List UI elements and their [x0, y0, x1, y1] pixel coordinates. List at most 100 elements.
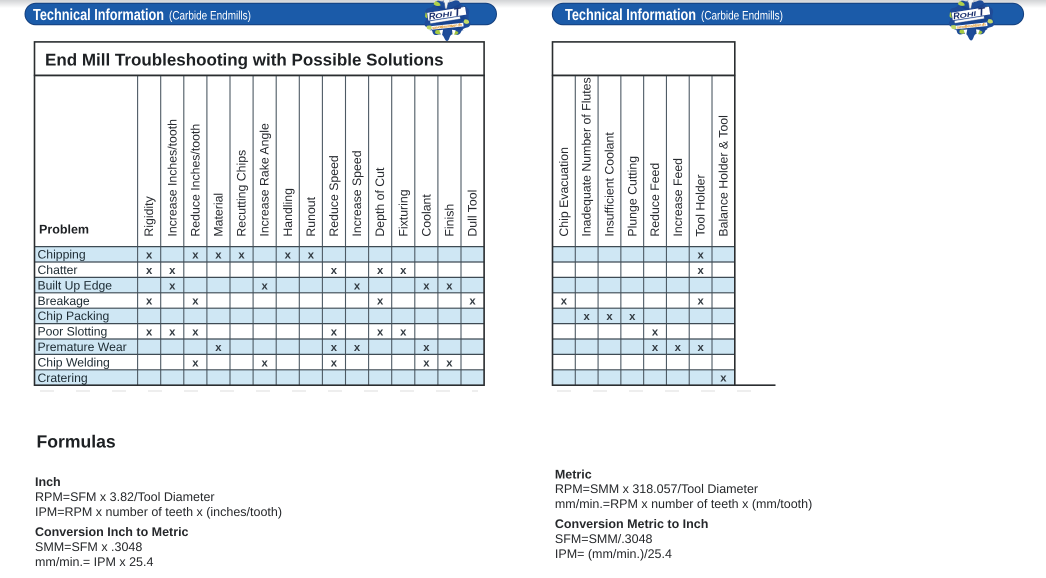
- svg-text:R: R: [952, 10, 961, 22]
- svg-text:End Mill Troubleshooting with: End Mill Troubleshooting with Possible S…: [45, 51, 444, 70]
- svg-text:x: x: [192, 250, 199, 262]
- svg-text:x: x: [377, 327, 384, 339]
- svg-text:x: x: [400, 327, 407, 339]
- svg-text:x: x: [169, 280, 176, 292]
- svg-text:Chip Evacuation: Chip Evacuation: [557, 147, 571, 237]
- svg-text:Coolant: Coolant: [419, 194, 433, 237]
- svg-text:x: x: [262, 357, 269, 369]
- svg-text:SFM=SMM/.3048: SFM=SMM/.3048: [555, 532, 653, 546]
- svg-text:Handling: Handling: [281, 188, 295, 237]
- svg-text:Technical Information: Technical Information: [33, 7, 164, 24]
- svg-text:x: x: [469, 296, 476, 308]
- svg-text:x: x: [331, 342, 338, 354]
- svg-text:Reduce Speed: Reduce Speed: [327, 155, 341, 237]
- svg-text:mm/min.= IPM x 25.4: mm/min.= IPM x 25.4: [35, 555, 153, 569]
- svg-text:x: x: [697, 342, 704, 354]
- svg-text:x: x: [423, 280, 430, 292]
- svg-text:x: x: [285, 250, 292, 262]
- svg-text:Tool Holder: Tool Holder: [694, 174, 708, 236]
- svg-text:x: x: [169, 327, 176, 339]
- svg-text:RPM=SMM x 318.057/Tool Diamete: RPM=SMM x 318.057/Tool Diameter: [555, 482, 758, 496]
- svg-text:x: x: [215, 250, 222, 262]
- svg-text:Chipping: Chipping: [38, 248, 86, 262]
- svg-text:x: x: [606, 311, 613, 323]
- svg-text:x: x: [652, 342, 659, 354]
- svg-text:x: x: [146, 296, 153, 308]
- svg-text:x: x: [192, 357, 199, 369]
- svg-text:x: x: [697, 296, 704, 308]
- svg-text:Built Up Edge: Built Up Edge: [38, 278, 113, 292]
- svg-text:OHI: OHI: [959, 11, 977, 20]
- svg-text:Metric: Metric: [555, 467, 592, 481]
- svg-text:Increase Inches/tooth: Increase Inches/tooth: [165, 119, 179, 237]
- svg-text:x: x: [331, 357, 338, 369]
- svg-text:OHI: OHI: [435, 11, 453, 21]
- svg-text:Plunge Cutting: Plunge Cutting: [625, 156, 639, 237]
- svg-text:Dull Tool: Dull Tool: [466, 190, 480, 237]
- svg-text:R: R: [428, 10, 437, 22]
- svg-text:Recutting Chips: Recutting Chips: [235, 150, 249, 237]
- svg-text:x: x: [331, 327, 338, 339]
- svg-text:Rigidity: Rigidity: [142, 195, 156, 236]
- svg-text:x: x: [446, 357, 453, 369]
- svg-text:Increase Rake Angle: Increase Rake Angle: [258, 123, 272, 237]
- svg-text:x: x: [423, 342, 430, 354]
- svg-text:x: x: [146, 327, 153, 339]
- svg-text:Fixturing: Fixturing: [396, 189, 410, 236]
- svg-text:Insufficient Coolant: Insufficient Coolant: [602, 132, 616, 237]
- svg-text:sarvottkrushttam dh: sarvottkrushttam dh: [956, 23, 986, 30]
- svg-text:x: x: [169, 265, 176, 277]
- svg-text:Chip Welding: Chip Welding: [38, 355, 110, 369]
- svg-text:x: x: [215, 342, 222, 354]
- svg-text:Conversion Inch to Metric: Conversion Inch to Metric: [35, 525, 189, 539]
- svg-text:Formulas: Formulas: [37, 432, 116, 452]
- svg-text:x: x: [697, 265, 704, 277]
- svg-text:mm/min.=RPM x number of teeth: mm/min.=RPM x number of teeth x (mm/toot…: [555, 497, 812, 511]
- svg-text:Cratering: Cratering: [38, 371, 88, 385]
- svg-text:x: x: [697, 250, 704, 262]
- svg-text:x: x: [377, 265, 384, 277]
- svg-text:x: x: [192, 327, 199, 339]
- svg-text:Breakage: Breakage: [38, 294, 90, 308]
- svg-text:x: x: [354, 280, 361, 292]
- svg-text:x: x: [675, 342, 682, 354]
- svg-text:Inch: Inch: [35, 475, 61, 489]
- svg-text:Increase Speed: Increase Speed: [350, 150, 364, 236]
- svg-text:x: x: [652, 327, 659, 339]
- svg-text:Chip Packing: Chip Packing: [38, 309, 110, 323]
- svg-text:T: T: [453, 6, 463, 19]
- svg-text:Reduce Feed: Reduce Feed: [648, 163, 662, 237]
- svg-text:Increase Feed: Increase Feed: [671, 158, 685, 237]
- svg-text:x: x: [238, 250, 245, 262]
- svg-text:IPM= (mm/min.)/25.4: IPM= (mm/min.)/25.4: [555, 547, 672, 561]
- svg-text:x: x: [146, 250, 153, 262]
- svg-text:Chatter: Chatter: [38, 263, 78, 277]
- svg-text:Inadequate Number of Flutes: Inadequate Number of Flutes: [580, 77, 594, 236]
- svg-text:x: x: [354, 342, 361, 354]
- svg-text:x: x: [584, 311, 591, 323]
- svg-text:Poor Slotting: Poor Slotting: [38, 325, 108, 339]
- svg-text:Premature Wear: Premature Wear: [38, 340, 127, 354]
- svg-text:Runout: Runout: [304, 196, 318, 236]
- svg-text:x: x: [377, 296, 384, 308]
- svg-text:Problem: Problem: [39, 223, 89, 237]
- svg-text:x: x: [262, 280, 269, 292]
- svg-text:x: x: [561, 296, 568, 308]
- svg-text:SMM=SFM x .3048: SMM=SFM x .3048: [35, 540, 142, 554]
- svg-text:Conversion Metric to Inch: Conversion Metric to Inch: [555, 517, 709, 531]
- svg-text:(Carbide Endmills): (Carbide Endmills): [169, 9, 251, 23]
- svg-text:Reduce Inches/tooth: Reduce Inches/tooth: [188, 124, 202, 237]
- svg-text:Balance Holder & Tool: Balance Holder & Tool: [716, 115, 730, 236]
- svg-text:x: x: [446, 280, 453, 292]
- svg-text:Technical Information: Technical Information: [565, 7, 696, 24]
- svg-text:(Carbide Endmills): (Carbide Endmills): [701, 9, 783, 23]
- svg-text:x: x: [629, 311, 636, 323]
- svg-text:Finish: Finish: [442, 204, 456, 237]
- svg-text:Material: Material: [211, 193, 225, 237]
- svg-text:IPM=RPM x number of teeth x (i: IPM=RPM x number of teeth x (inches/toot…: [35, 505, 282, 519]
- svg-text:x: x: [308, 250, 315, 262]
- svg-text:x: x: [192, 296, 199, 308]
- svg-text:x: x: [400, 265, 407, 277]
- svg-text:x: x: [720, 373, 727, 385]
- svg-text:T: T: [977, 6, 987, 19]
